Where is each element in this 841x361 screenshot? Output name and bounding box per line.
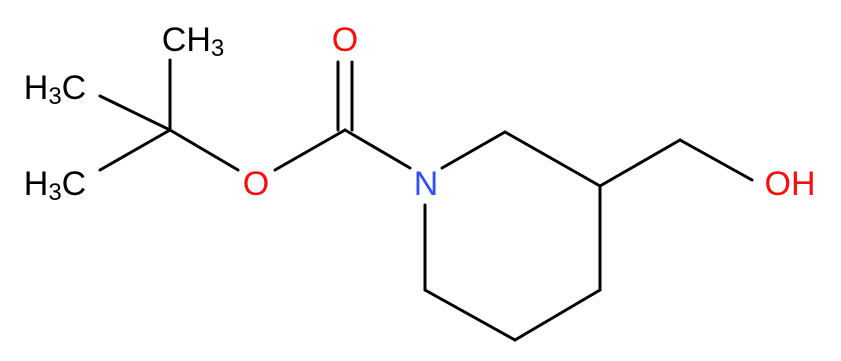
label-part: 3 [211, 35, 224, 62]
bond [98, 94, 172, 132]
bond [598, 138, 682, 188]
atom-label: N [414, 165, 439, 203]
atom-label: O [243, 165, 269, 203]
label-part: O [243, 165, 269, 203]
label-part: H [24, 69, 49, 107]
bond [168, 128, 240, 172]
bond [503, 130, 602, 188]
bond [98, 128, 172, 172]
atom-label: O [332, 21, 358, 59]
atom-label: H3C [24, 165, 86, 206]
label-part: CH [162, 21, 211, 59]
bond [513, 288, 602, 342]
bonds [98, 58, 754, 342]
label-part: O [332, 21, 358, 59]
label-part: H [24, 165, 49, 203]
label-part: N [414, 165, 439, 203]
atom-label: OH [765, 165, 816, 203]
bond [678, 138, 754, 182]
label-part: OH [765, 165, 816, 203]
atom-label: H3C [24, 69, 86, 110]
label-part: 3 [48, 179, 61, 206]
bond [423, 288, 517, 342]
bond [440, 130, 507, 170]
atom-label: CH3 [162, 21, 224, 62]
label-part: C [62, 165, 87, 203]
label-part: 3 [48, 83, 61, 110]
bond [273, 128, 347, 172]
label-part: C [62, 69, 87, 107]
bond [343, 128, 412, 170]
